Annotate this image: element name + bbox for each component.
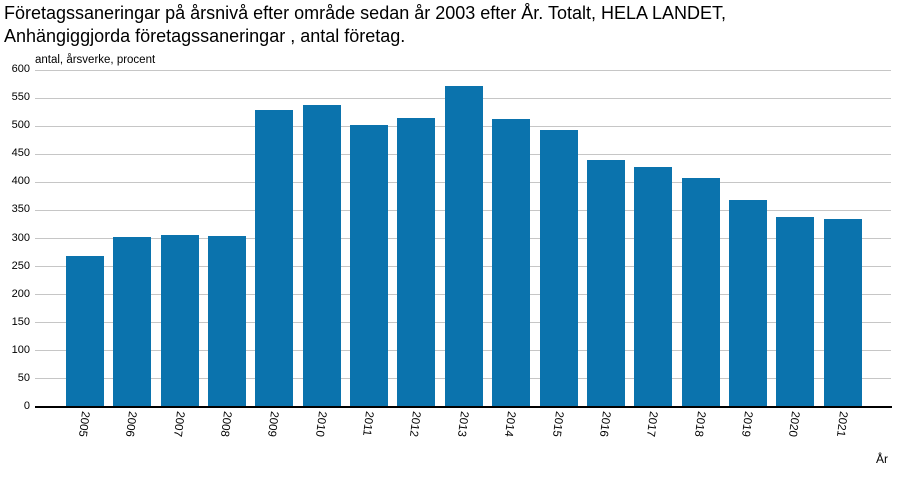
x-tick-label-2016: 2016 xyxy=(596,410,612,438)
x-tick-label-2012: 2012 xyxy=(407,410,423,438)
x-tick-label-2014: 2014 xyxy=(502,410,518,438)
bar-2006 xyxy=(113,237,152,407)
bar-2020 xyxy=(776,216,815,407)
y-tick-label-250: 250 xyxy=(11,259,30,272)
gridline-600 xyxy=(35,69,891,71)
y-tick-label-100: 100 xyxy=(11,343,30,356)
y-tick-label-400: 400 xyxy=(11,175,30,188)
y-tick-label-0: 0 xyxy=(23,400,30,412)
y-tick-label-500: 500 xyxy=(11,119,30,132)
y-axis-unit-label: antal, årsverke, procent xyxy=(35,54,156,66)
x-tick-label-2007: 2007 xyxy=(170,410,186,438)
bar-2012 xyxy=(397,117,436,407)
y-tick-label-300: 300 xyxy=(11,231,30,244)
x-tick-label-2013: 2013 xyxy=(454,410,470,438)
bar-2005 xyxy=(66,255,104,407)
x-tick-label-2008: 2008 xyxy=(218,410,234,438)
x-tick-label-2010: 2010 xyxy=(312,410,328,438)
bar-2018 xyxy=(681,178,720,407)
y-tick-label-150: 150 xyxy=(11,315,30,328)
chart-title-line2: Anhängiggjorda företagssaneringar , anta… xyxy=(4,26,406,46)
bar-2016 xyxy=(586,160,625,407)
bar-2009 xyxy=(255,110,294,407)
x-tick-label-2015: 2015 xyxy=(549,410,565,438)
bar-2010 xyxy=(302,105,341,407)
bar-2017 xyxy=(634,167,673,407)
y-tick-label-550: 550 xyxy=(11,91,30,104)
bar-2015 xyxy=(539,129,578,407)
bar-2019 xyxy=(728,200,767,407)
chart-title-line1: Företagssaneringar på årsnivå efter områ… xyxy=(4,3,727,23)
x-tick-label-2020: 2020 xyxy=(786,410,802,438)
y-tick-label-200: 200 xyxy=(11,287,30,300)
y-tick-label-50: 50 xyxy=(17,371,30,384)
bar-2007 xyxy=(160,235,199,407)
x-tick-label-2018: 2018 xyxy=(691,410,707,438)
x-tick-label-2021: 2021 xyxy=(833,410,849,438)
y-tick-label-350: 350 xyxy=(11,203,30,216)
bar-2013 xyxy=(444,86,483,407)
x-tick-label-2011: 2011 xyxy=(360,410,376,437)
bar-2021 xyxy=(823,219,862,407)
y-tick-label-600: 600 xyxy=(11,63,30,75)
x-tick-label-2019: 2019 xyxy=(738,410,754,438)
x-axis-title: År xyxy=(876,452,888,466)
x-axis-line xyxy=(35,406,892,408)
chart-title: Företagssaneringar på årsnivå efter områ… xyxy=(4,2,726,48)
y-tick-label-450: 450 xyxy=(11,147,30,160)
x-tick-label-2005: 2005 xyxy=(75,410,91,438)
bar-2011 xyxy=(350,125,389,407)
bar-2014 xyxy=(492,119,531,407)
x-tick-label-2009: 2009 xyxy=(265,410,281,438)
x-tick-label-2006: 2006 xyxy=(123,410,139,438)
x-tick-label-2017: 2017 xyxy=(644,410,660,438)
bar-2008 xyxy=(208,236,247,407)
